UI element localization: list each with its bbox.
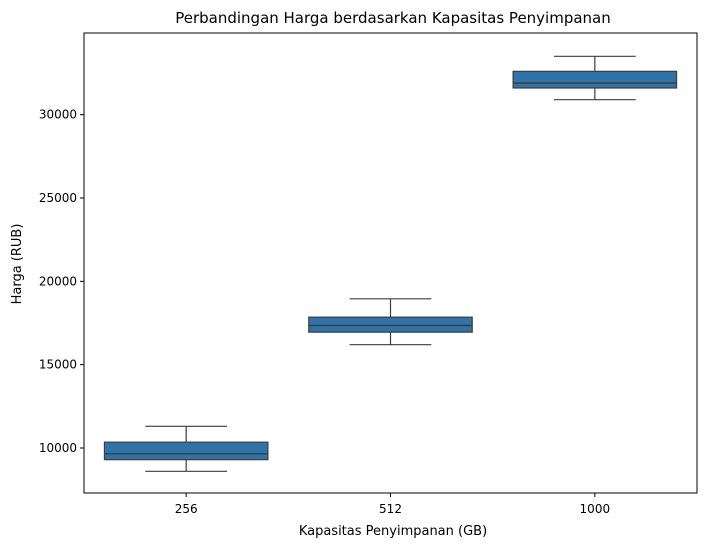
x-tick-label: 256	[175, 502, 198, 516]
x-tick-label: 512	[379, 502, 402, 516]
y-axis: 10000 15000 20000 25000 30000	[39, 108, 84, 455]
chart-title: Perbandingan Harga berdasarkan Kapasitas…	[175, 9, 611, 27]
plot-frame	[83, 32, 698, 494]
box-iqr	[103, 441, 269, 461]
x-tick-label: 1000	[580, 502, 611, 516]
box-group-256	[103, 425, 269, 472]
box-group-1000	[512, 55, 678, 101]
box-group-512	[308, 298, 473, 346]
box-iqr	[512, 70, 678, 89]
x-axis-label: Kapasitas Penyimpanan (GB)	[299, 524, 487, 539]
y-tick-label: 10000	[39, 441, 77, 455]
y-tick-label: 25000	[39, 191, 77, 205]
y-axis-label: Harga (RUB)	[10, 224, 25, 305]
x-axis: 256 512 1000	[175, 493, 610, 516]
y-tick-label: 20000	[39, 274, 77, 288]
y-tick-label: 15000	[39, 358, 77, 372]
plot-area	[103, 55, 678, 472]
y-tick-label: 30000	[39, 108, 77, 122]
box-iqr	[308, 316, 473, 333]
